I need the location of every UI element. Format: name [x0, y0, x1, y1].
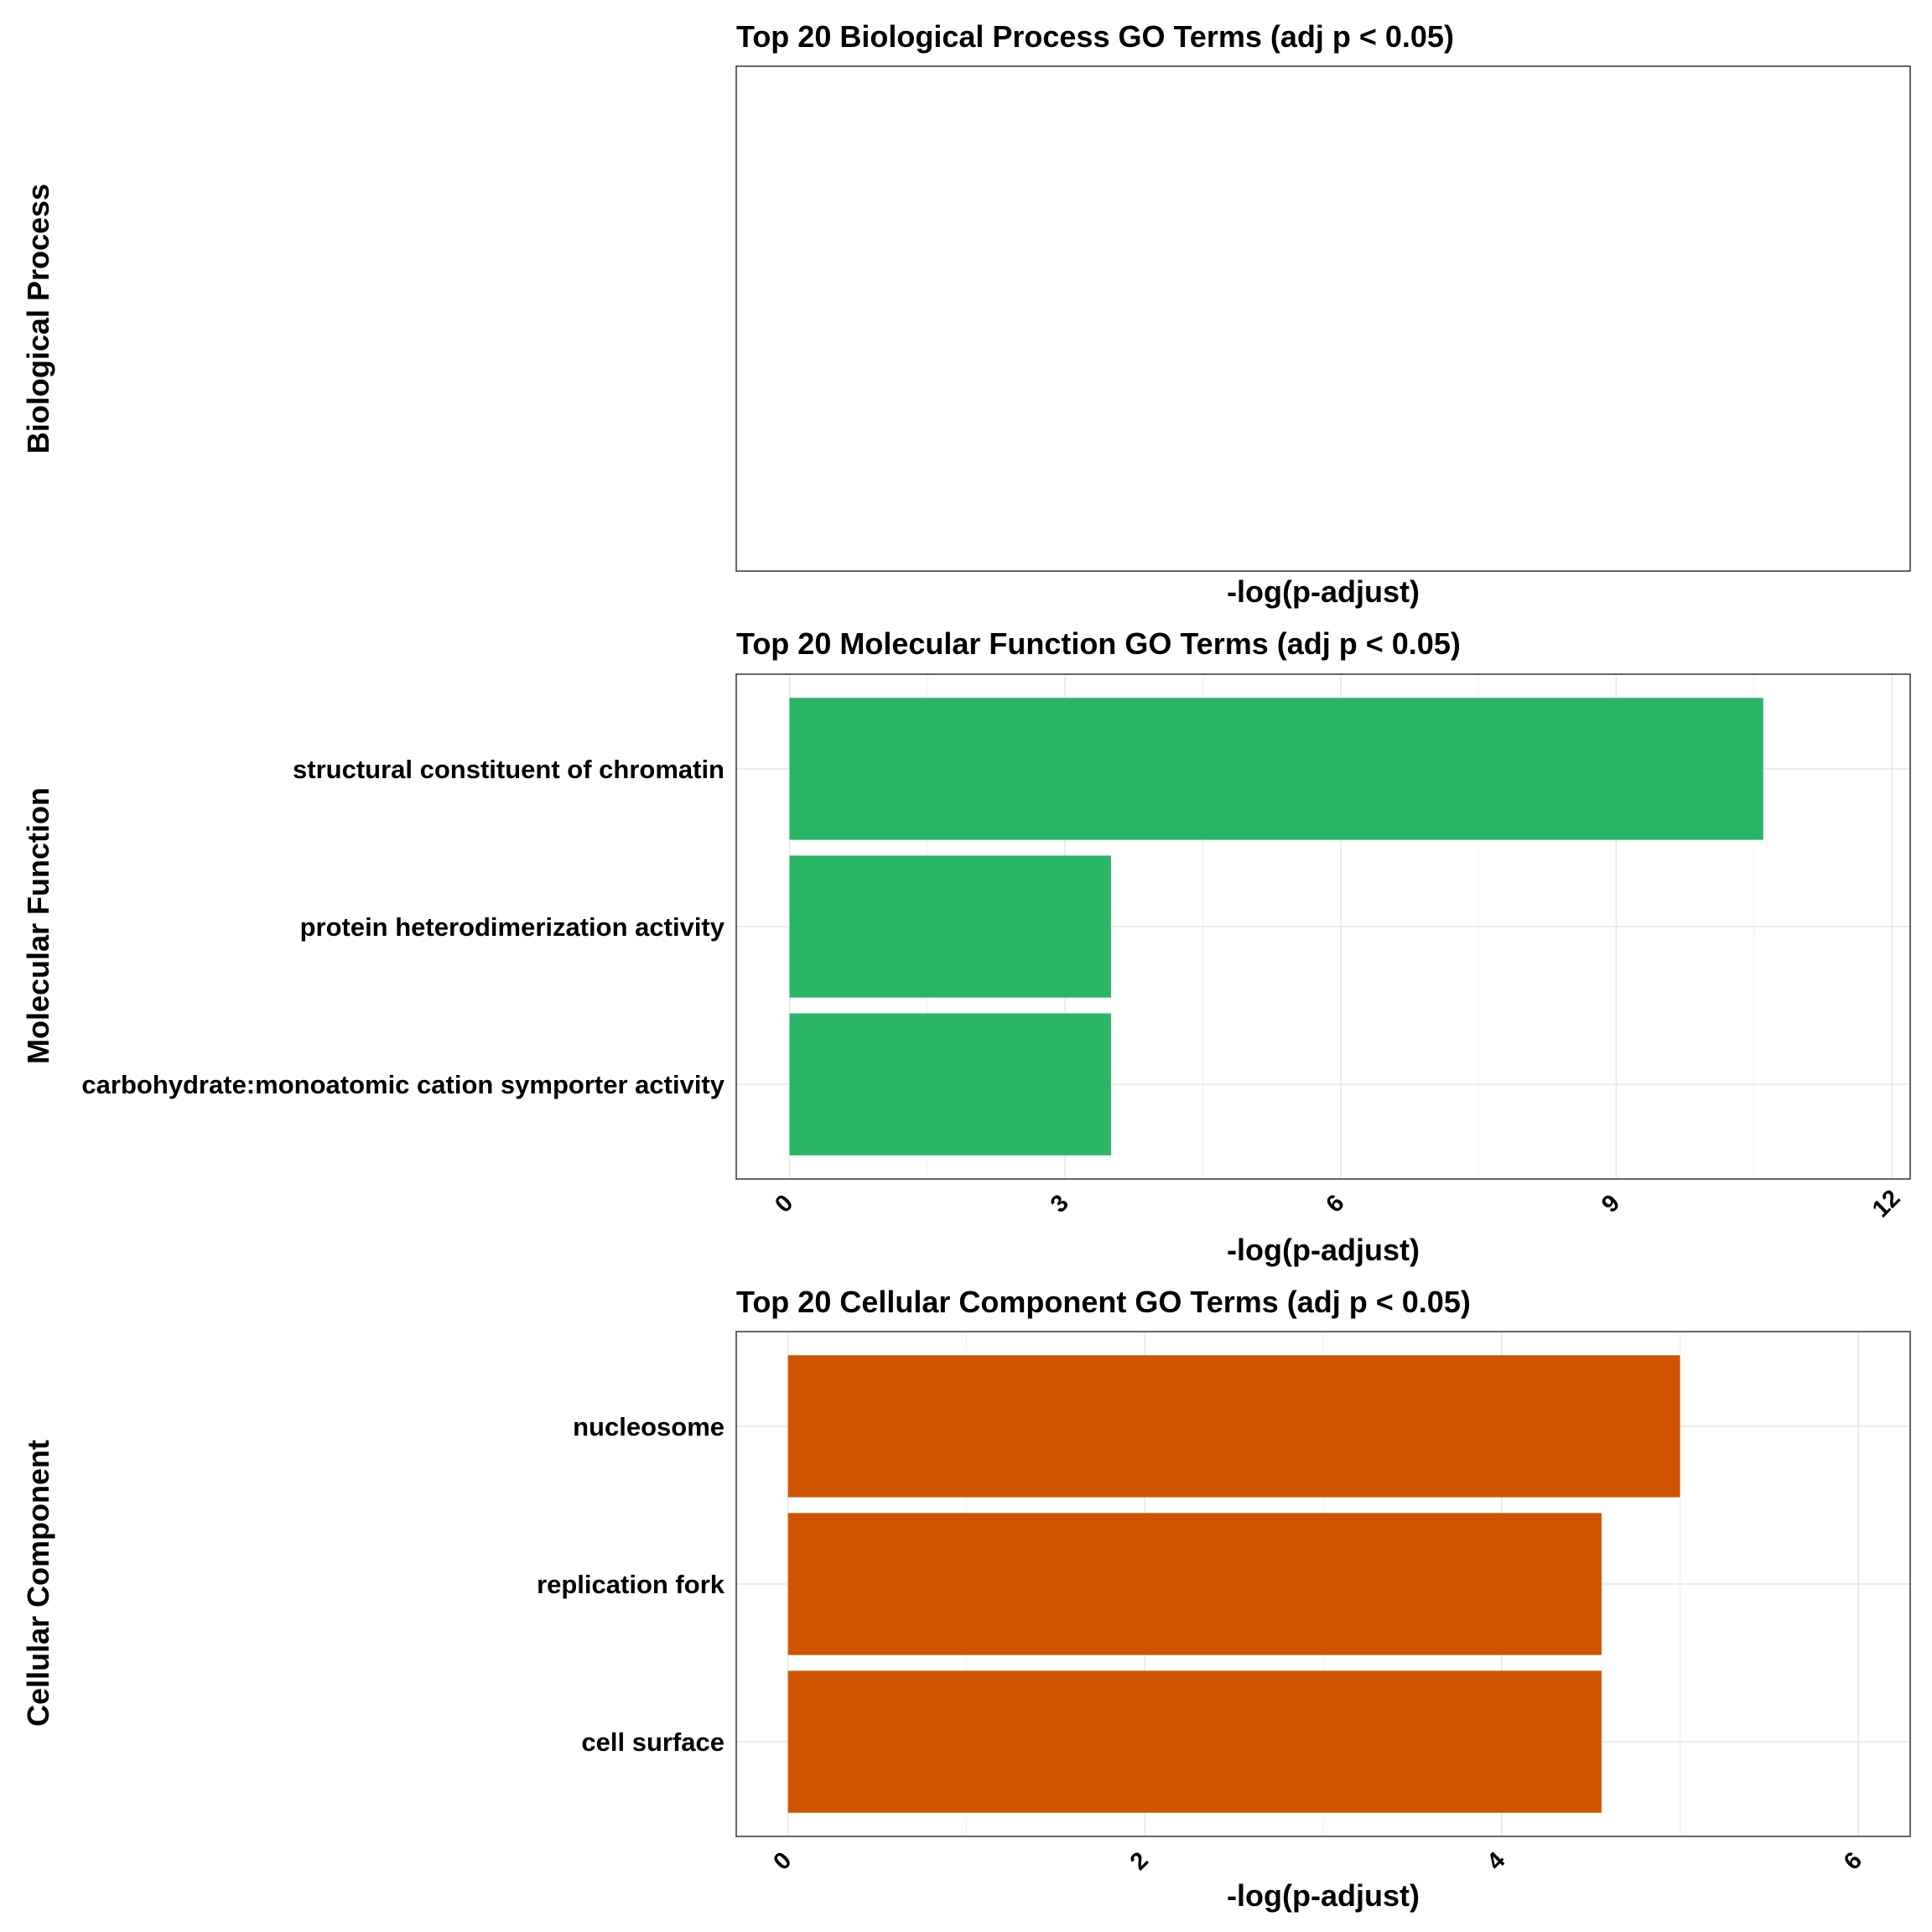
category-label: carbohydrate:monoatomic cation symporter… [81, 1070, 724, 1099]
plot-frame [735, 65, 1911, 572]
chart-title: Top 20 Cellular Component GO Terms (adj … [736, 1285, 1471, 1319]
x-tick-label: 0 [770, 1190, 798, 1218]
bar [787, 1670, 1602, 1813]
category-labels: structural constituent of chromatin prote… [81, 755, 724, 1099]
bar [789, 698, 1763, 840]
x-tick-label: 0 [768, 1847, 797, 1876]
x-axis-label: -log(p-adjust) [1227, 1878, 1420, 1913]
bar [787, 1355, 1680, 1498]
panel-biological-process: Top 20 Biological Process GO Terms (adj … [21, 19, 1911, 609]
x-axis-ticks: 0 3 6 9 12 [770, 1185, 1905, 1223]
x-axis-label: -log(p-adjust) [1227, 1233, 1420, 1267]
category-label: replication fork [537, 1570, 725, 1599]
category-label: protein heterodimerization activity [300, 912, 725, 942]
chart-title: Top 20 Molecular Function GO Terms (adj … [736, 626, 1461, 661]
category-label: nucleosome [573, 1412, 724, 1441]
x-tick-label: 3 [1046, 1190, 1074, 1218]
bars [789, 698, 1763, 1156]
x-tick-label: 6 [1321, 1190, 1349, 1218]
x-tick-label: 6 [1839, 1847, 1867, 1876]
panel-molecular-function: Top 20 Molecular Function GO Terms (adj … [21, 626, 1911, 1267]
bar [787, 1513, 1602, 1655]
chart-title: Top 20 Biological Process GO Terms (adj … [736, 19, 1454, 54]
category-labels: nucleosome replication fork cell surface [537, 1412, 725, 1757]
x-tick-label: 9 [1597, 1190, 1625, 1218]
facet-label: Cellular Component [21, 1440, 55, 1727]
plot-border [735, 673, 1911, 1180]
plot-border [735, 1331, 1911, 1837]
x-tick-label: 4 [1482, 1847, 1510, 1876]
panel-cellular-component: Top 20 Cellular Component GO Terms (adj … [21, 1285, 1911, 1913]
x-tick-label: 12 [1867, 1185, 1905, 1223]
bar [789, 855, 1111, 998]
x-axis-label: -log(p-adjust) [1227, 574, 1420, 609]
category-label: structural constituent of chromatin [293, 755, 724, 784]
x-axis-ticks: 0 2 4 6 [768, 1847, 1867, 1876]
bar [789, 1013, 1111, 1156]
category-label: cell surface [581, 1727, 724, 1757]
x-tick-label: 2 [1125, 1847, 1154, 1876]
facet-label: Molecular Function [21, 787, 55, 1064]
facet-label: Biological Process [21, 184, 55, 454]
bars [787, 1355, 1680, 1813]
